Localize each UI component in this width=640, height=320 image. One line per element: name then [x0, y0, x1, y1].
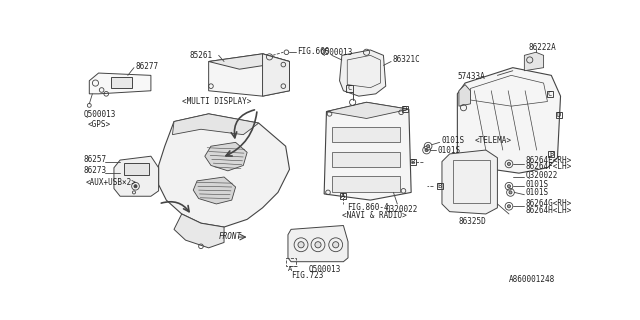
- Text: 86264F<LH>: 86264F<LH>: [526, 163, 572, 172]
- Text: Q500013: Q500013: [83, 110, 115, 119]
- Text: Q320022: Q320022: [526, 171, 558, 180]
- Text: A: A: [341, 193, 346, 199]
- Bar: [332, 127, 399, 142]
- Text: 86222A: 86222A: [528, 43, 556, 52]
- Text: 86264E<RH>: 86264E<RH>: [526, 156, 572, 164]
- Text: 0101S: 0101S: [437, 146, 460, 155]
- Bar: [346, 85, 353, 92]
- Text: 86321C: 86321C: [393, 55, 420, 64]
- Text: B: B: [549, 151, 554, 157]
- Text: 86264G<RH>: 86264G<RH>: [526, 199, 572, 208]
- Bar: [556, 112, 562, 118]
- Bar: [410, 158, 416, 165]
- Polygon shape: [114, 156, 159, 196]
- Polygon shape: [90, 73, 151, 94]
- Text: <GPS>: <GPS>: [88, 120, 111, 129]
- Polygon shape: [262, 54, 289, 96]
- Polygon shape: [324, 102, 411, 200]
- Bar: [111, 77, 132, 88]
- Text: FIG.723: FIG.723: [291, 271, 323, 280]
- Text: C: C: [348, 85, 352, 92]
- Text: 86264H<LH>: 86264H<LH>: [526, 206, 572, 215]
- Polygon shape: [442, 150, 497, 214]
- Polygon shape: [159, 114, 289, 227]
- Text: Q500013: Q500013: [308, 265, 341, 274]
- Text: 0101S: 0101S: [526, 188, 549, 197]
- Bar: [124, 163, 148, 175]
- Circle shape: [298, 242, 304, 248]
- Text: B: B: [411, 159, 415, 164]
- Text: <NAVI & RADIO>: <NAVI & RADIO>: [342, 211, 406, 220]
- Circle shape: [508, 205, 511, 208]
- Polygon shape: [340, 50, 386, 96]
- Bar: [452, 160, 490, 203]
- Text: FIG.860-4: FIG.860-4: [348, 203, 389, 212]
- Text: <TELEMA>: <TELEMA>: [474, 136, 511, 145]
- Text: Q500013: Q500013: [320, 48, 353, 57]
- Polygon shape: [209, 54, 289, 96]
- Polygon shape: [193, 177, 236, 204]
- Text: FIG.660: FIG.660: [297, 47, 330, 56]
- Text: 86325D: 86325D: [459, 217, 486, 226]
- Text: D: D: [557, 112, 561, 118]
- Text: Q320022: Q320022: [386, 205, 418, 214]
- Polygon shape: [288, 226, 348, 262]
- Bar: [287, 258, 296, 266]
- Polygon shape: [326, 102, 409, 118]
- Circle shape: [508, 185, 511, 188]
- Text: C: C: [548, 91, 552, 97]
- Text: 85261: 85261: [189, 51, 212, 60]
- Text: A860001248: A860001248: [509, 275, 556, 284]
- Polygon shape: [458, 68, 561, 173]
- Circle shape: [315, 242, 321, 248]
- Text: FRONT: FRONT: [219, 232, 242, 241]
- Polygon shape: [172, 114, 259, 135]
- Text: 86273: 86273: [83, 166, 106, 175]
- Polygon shape: [209, 54, 289, 69]
- Circle shape: [426, 145, 429, 148]
- Text: 86277: 86277: [136, 62, 159, 71]
- Circle shape: [333, 242, 339, 248]
- Bar: [548, 151, 554, 157]
- Polygon shape: [205, 142, 247, 171]
- Circle shape: [134, 185, 137, 188]
- Text: A: A: [288, 266, 292, 272]
- Text: 0101S: 0101S: [526, 180, 549, 189]
- Circle shape: [508, 162, 511, 165]
- Text: 0101S: 0101S: [441, 136, 464, 145]
- Text: 86257: 86257: [83, 155, 106, 164]
- Circle shape: [425, 148, 428, 152]
- Bar: [402, 106, 408, 112]
- Circle shape: [509, 191, 512, 194]
- Text: D: D: [403, 106, 407, 112]
- Polygon shape: [174, 214, 224, 248]
- Bar: [547, 91, 553, 97]
- Bar: [436, 183, 443, 189]
- Polygon shape: [459, 84, 470, 106]
- Text: <MULTI DISPLAY>: <MULTI DISPLAY>: [182, 97, 251, 106]
- Text: 57433A: 57433A: [458, 72, 485, 81]
- Polygon shape: [524, 52, 543, 71]
- Text: <AUX+USB×2>: <AUX+USB×2>: [86, 178, 136, 187]
- Bar: [340, 193, 346, 199]
- Bar: [332, 176, 399, 192]
- Text: B: B: [438, 183, 442, 189]
- Bar: [332, 152, 399, 167]
